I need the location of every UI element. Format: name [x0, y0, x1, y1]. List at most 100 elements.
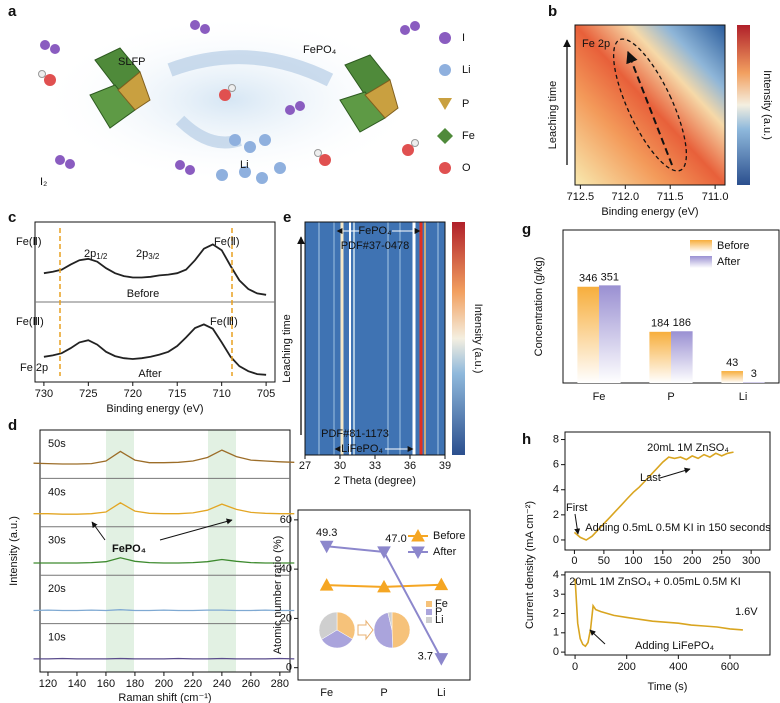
annotation-arrow [159, 518, 233, 541]
data-label: 43 [726, 357, 738, 369]
x-axis-label: Time (s) [648, 681, 688, 693]
colorbar [452, 222, 465, 455]
y-tick-label: 2 [553, 509, 559, 521]
annotation: FePO₄ [112, 543, 146, 555]
colorbar [737, 25, 750, 185]
y-tick-label: 3 [553, 588, 559, 600]
x-tick-label: 120 [39, 678, 57, 690]
plot-frame [297, 509, 471, 681]
trend-arrow [626, 50, 673, 166]
y-tick-label: 40 [280, 563, 292, 575]
x-tick-label: 140 [68, 678, 86, 690]
x-tick-label: 150 [654, 555, 672, 567]
y-tick-label: 1 [553, 627, 559, 639]
x-tick-label: 600 [721, 661, 739, 673]
x-tick-label: 400 [669, 661, 687, 673]
x-tick-label: 711.0 [702, 191, 729, 203]
series-label: After [138, 368, 162, 380]
flow-arrow [167, 50, 334, 87]
bar [743, 382, 765, 383]
legend-label: Before [717, 240, 749, 252]
annotation: PDF#81-1173 [321, 428, 389, 440]
heatmap-field [305, 222, 445, 455]
annotation: PDF#37-0478 [341, 240, 410, 252]
bar [671, 331, 693, 383]
panel-letter: b [548, 3, 557, 20]
annotation: 1.6V [735, 606, 758, 618]
annotation-arrow [574, 513, 581, 535]
schematic-label: Li [240, 159, 249, 171]
heatmap-field [575, 25, 725, 185]
series-label: 20s [48, 583, 66, 595]
x-tick-label: 200 [155, 678, 173, 690]
pie-slice [387, 611, 393, 631]
y-tick-label: 8 [553, 433, 559, 445]
x-tick-label: 200 [618, 661, 636, 673]
colorbar-label: Intensity (a.u.) [472, 304, 484, 374]
pie-slice [318, 611, 338, 640]
data-label: 49.3 [316, 527, 337, 539]
x-tick-label: P [667, 391, 674, 403]
x-tick-label: 300 [742, 555, 760, 567]
pie-legend-label: Li [435, 614, 444, 626]
panel-letter: a [8, 3, 17, 20]
y-axis-label: Atomic number ratio (%) [272, 536, 284, 655]
glow [40, 15, 420, 185]
current-line [573, 451, 734, 541]
y-tick-label: 0 [553, 534, 559, 546]
schematic-label: FePO₄ [303, 44, 337, 56]
peak-label-sub: 1/2 [96, 252, 108, 261]
legend-label: Li [462, 64, 471, 76]
x-tick-label: 50 [598, 555, 610, 567]
data-label: 351 [601, 271, 619, 283]
x-tick-label: 0 [571, 555, 577, 567]
plot-frame [39, 429, 291, 673]
peak-label-base: 2p [136, 248, 148, 260]
spectrum [33, 557, 295, 564]
water [38, 70, 419, 166]
data-label: 47.0 [385, 533, 406, 545]
x-tick-label: 200 [683, 555, 701, 567]
bar [599, 285, 621, 383]
x-tick-label: 30 [334, 460, 346, 472]
x-tick-label: 711.5 [657, 191, 684, 203]
x-tick-label: 220 [184, 678, 202, 690]
pie-slice [391, 611, 411, 649]
highlight-ellipse [612, 38, 688, 172]
annotation: LiFePO₄ [341, 443, 383, 455]
annotation: FePO₄ [358, 225, 392, 237]
x-tick-label: 705 [257, 388, 275, 400]
peak-band [106, 430, 134, 672]
peak-label: 2p1/2 [84, 248, 108, 261]
y-tick-label: 0 [286, 662, 292, 674]
pie-legend-swatch [426, 617, 432, 623]
legend-label: Before [433, 530, 465, 542]
panel-letter: d [8, 417, 17, 434]
panel-letter: h [522, 431, 531, 448]
pie-legend-label: P [435, 606, 442, 618]
x-tick-label: 36 [404, 460, 416, 472]
x-tick-label: 250 [713, 555, 731, 567]
x-tick-label: 712.0 [612, 191, 640, 203]
x-tick-label: 0 [572, 661, 578, 673]
x-tick-label: P [380, 687, 387, 699]
annotation: Last [640, 472, 661, 484]
annotation: Fe(Ⅲ) [16, 316, 44, 328]
annotation: Adding LiFePO₄ [635, 640, 715, 652]
y-tick-label: 20 [280, 612, 292, 624]
x-axis-label: Binding energy (eV) [601, 206, 698, 218]
pie-arrow [357, 619, 374, 641]
peak-band [208, 430, 236, 672]
legend-symbols [437, 32, 453, 174]
legend-label: O [462, 162, 471, 174]
annotation: Adding 0.5mL 0.5M KI in 150 seconds [585, 522, 771, 534]
iodine [40, 20, 420, 175]
y-axis-label: Concentration (g/kg) [533, 257, 545, 357]
panel-letter: e [283, 209, 291, 226]
peak-label-sub: 3/2 [148, 252, 160, 261]
y-tick-label: 4 [553, 569, 559, 581]
data-label: 346 [579, 273, 597, 285]
annotation-arrow [589, 629, 606, 645]
x-tick-label: 280 [271, 678, 289, 690]
y-tick-label: 60 [280, 514, 292, 526]
